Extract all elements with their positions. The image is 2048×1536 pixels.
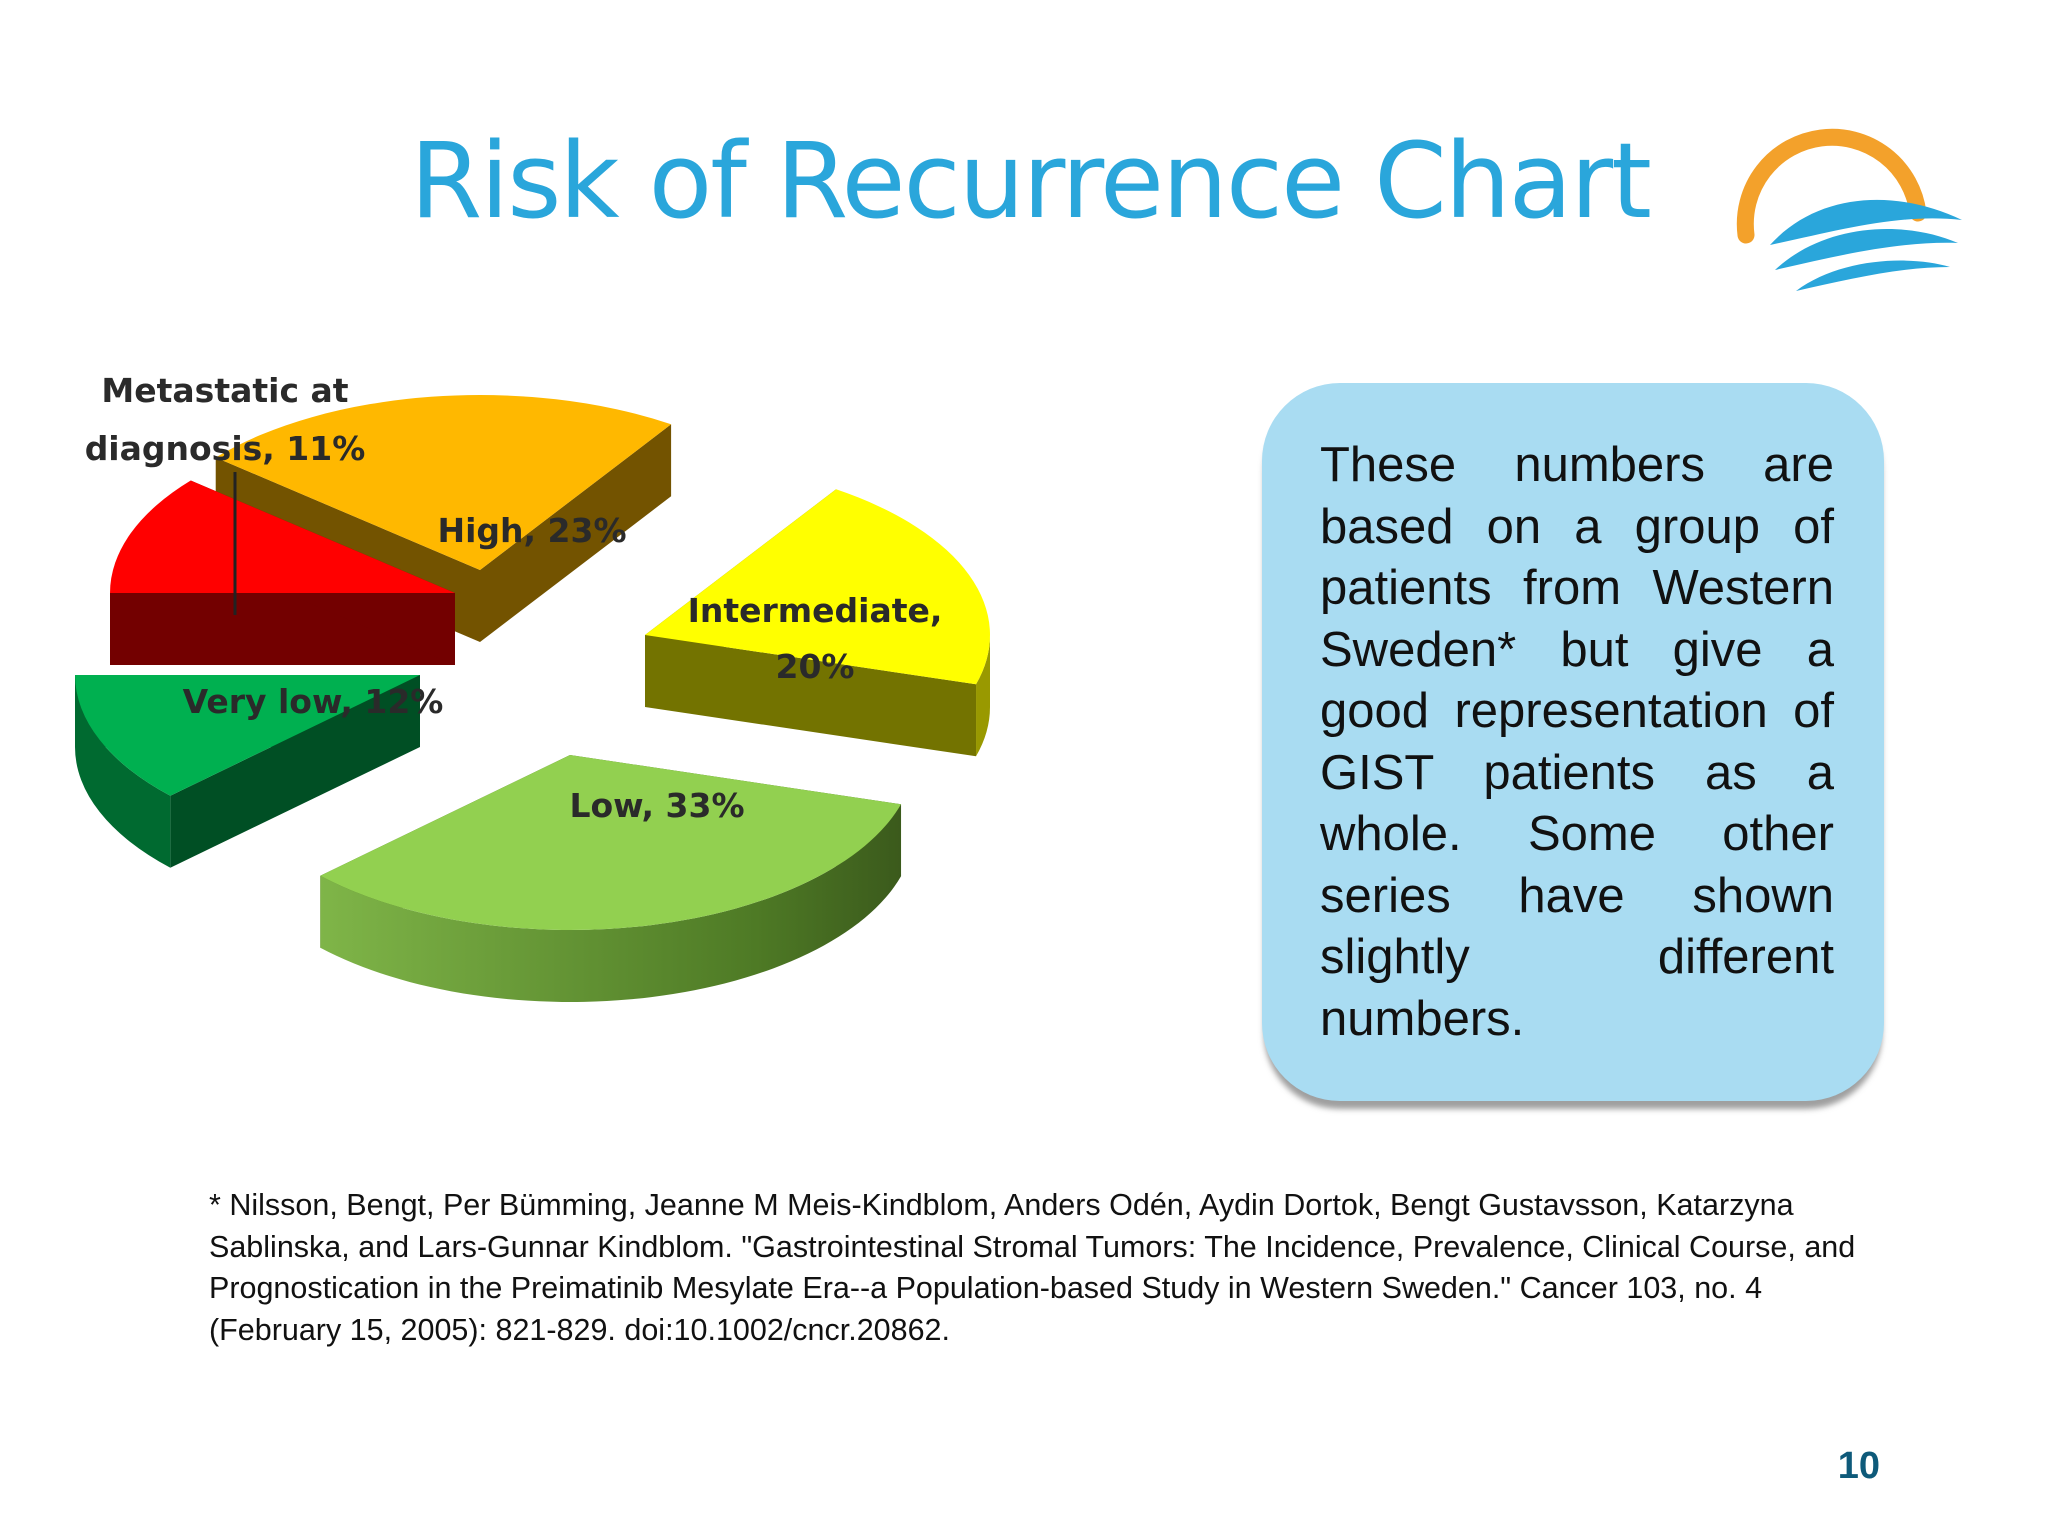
slice-label-metastatic-line2: diagnosis, 11% — [85, 429, 366, 468]
pie-slice-low-rim-0 — [320, 804, 902, 1002]
pie-slice-intermediate-rim-0 — [976, 635, 990, 757]
page-number: 10 — [1837, 1445, 1880, 1487]
pie-slice-intermediate — [645, 489, 990, 685]
slice-label-intermediate-line2: 20% — [776, 647, 855, 686]
pie-slice-intermediate-wall-1 — [645, 635, 977, 757]
slice-label-high: High, 23% — [437, 511, 626, 550]
pie-slice-very-low-rim-0 — [74, 675, 171, 868]
pie-slice-high-wall-1 — [480, 424, 672, 642]
pie-slice-low — [320, 755, 902, 930]
sun-waves-logo-icon — [1736, 128, 1962, 291]
slice-label-metastatic-line1: Metastatic at — [101, 371, 348, 410]
info-callout-box: These numbers are based on a group of pa… — [1262, 383, 1884, 1101]
slice-label-intermediate-line1: Intermediate, — [688, 591, 943, 630]
pie-slice-high — [215, 395, 672, 570]
slide-title: Risk of Recurrence Chart — [410, 120, 1652, 242]
citation-footnote: * Nilsson, Bengt, Per Bümming, Jeanne M … — [209, 1188, 1856, 1347]
info-callout-text: These numbers are based on a group of pa… — [1320, 438, 1834, 1046]
pie-slice-very-low — [74, 675, 420, 796]
pie-chart: Metastatic at diagnosis, 11% High, 23% I… — [74, 371, 990, 1002]
slice-label-low: Low, 33% — [569, 786, 744, 825]
pie-slice-metastatic — [110, 480, 455, 593]
slice-label-very-low: Very low, 12% — [183, 682, 444, 721]
